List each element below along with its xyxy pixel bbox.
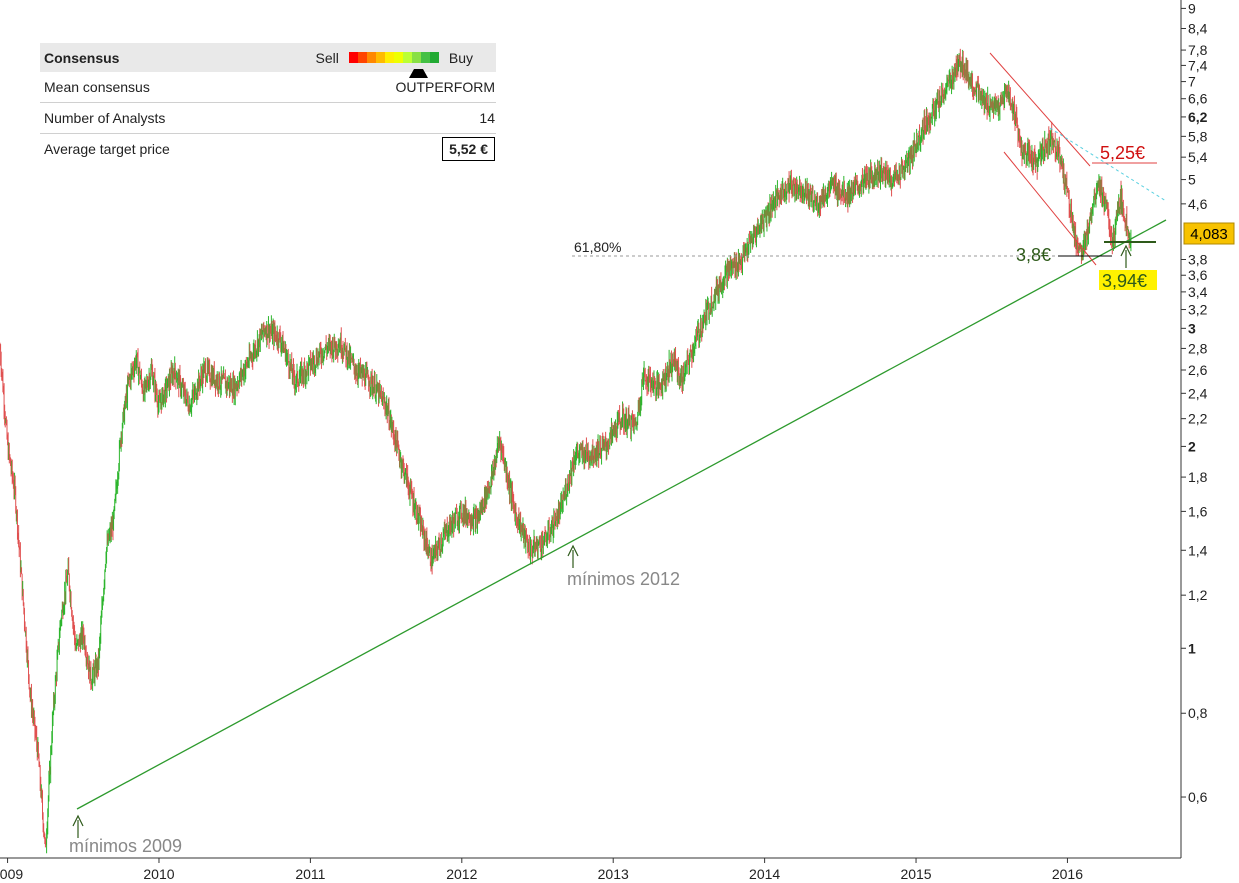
- y-axis-ticks: 9 8,4 7,87,476,6 6,2 5,8 5,4 5 4,6 3,83,63,4 3,2 3…: [1181, 0, 1208, 805]
- y-tick-label: 6,6: [1188, 91, 1208, 107]
- gauge-marker-icon: [408, 58, 428, 78]
- y-tick-label: 2,4: [1188, 385, 1208, 401]
- gauge-segment: [384, 52, 394, 63]
- y-tick-label: 3,4: [1188, 284, 1208, 300]
- consensus-gauge: Sell Buy: [315, 49, 495, 78]
- y-tick-label: 5: [1188, 172, 1196, 188]
- channel-upper-line: [989, 52, 1091, 167]
- gauge-segment: [402, 52, 412, 63]
- y-tick-label: 0,8: [1188, 705, 1208, 721]
- consensus-panel: Consensus Sell Buy Mean consensus OUTPER…: [40, 43, 496, 164]
- x-tick-label: 2010: [143, 866, 174, 882]
- y-tick-label: 4,6: [1188, 196, 1208, 212]
- min2012-arrow: [567, 544, 579, 568]
- y-tick-label: 1,8: [1188, 469, 1208, 485]
- y-tick-label: 0,6: [1188, 789, 1208, 805]
- gauge-sell-label: Sell: [315, 49, 339, 66]
- support-label: 3,8€: [1016, 245, 1051, 265]
- y-tick-label: 8,4: [1188, 20, 1208, 36]
- y-tick-label: 3,2: [1188, 302, 1208, 318]
- y-tick-label: 7,8: [1188, 42, 1208, 58]
- gauge-segment: [348, 52, 358, 63]
- resistance-label: 5,25€: [1100, 143, 1145, 163]
- candles-layer: [0, 48, 1132, 854]
- downtrend-dashed-line: [1049, 127, 1167, 202]
- last-price-label: 4,083: [1190, 226, 1228, 243]
- row-label: Average target price: [44, 141, 170, 157]
- y-tick-label: 3,8: [1188, 251, 1208, 267]
- min2009-arrow: [72, 814, 84, 838]
- y-tick-label: 7,4: [1188, 57, 1208, 73]
- y-tick-label: 1,4: [1188, 542, 1208, 558]
- consensus-row-analysts: Number of Analysts 14: [40, 103, 496, 134]
- target-price-box: 5,52 €: [442, 137, 495, 161]
- y-tick-label: 6,2: [1188, 109, 1208, 125]
- consensus-row-target: Average target price 5,52 €: [40, 134, 496, 164]
- last-price-tag: 4,083: [1183, 222, 1235, 245]
- current-arrow: [1120, 244, 1132, 268]
- gauge-segment: [393, 52, 403, 63]
- gauge-buy-label: Buy: [448, 49, 473, 66]
- y-tick-label: 9: [1188, 0, 1196, 16]
- y-tick-label: 3,6: [1188, 267, 1208, 283]
- x-tick-label: 2015: [900, 866, 931, 882]
- long-term-support-trendline: [76, 219, 1167, 810]
- consensus-title: Consensus: [44, 49, 120, 66]
- x-tick-label: 2016: [1052, 866, 1083, 882]
- row-label: Mean consensus: [44, 79, 150, 95]
- gauge-segment: [366, 52, 376, 63]
- row-label: Number of Analysts: [44, 110, 166, 126]
- y-tick-label: 2,8: [1188, 340, 1208, 356]
- x-tick-label: 2014: [749, 866, 780, 882]
- min2009-label: mínimos 2009: [69, 836, 182, 856]
- gauge-segment: [357, 52, 367, 63]
- consensus-row-mean: Mean consensus OUTPERFORM: [40, 72, 496, 103]
- x-tick-label: 2012: [446, 866, 477, 882]
- consensus-header: Consensus Sell Buy: [40, 43, 496, 78]
- row-value: 14: [479, 110, 495, 126]
- y-tick-label: 1,2: [1188, 587, 1208, 603]
- gauge-segment: [411, 52, 421, 63]
- trendlines-layer: [76, 52, 1167, 810]
- current-label: 3,94€: [1102, 271, 1147, 291]
- current-label-bg: [1099, 270, 1157, 290]
- x-axis-ticks: 2009 2010 2011 2012 2013 2014 2015 2016: [0, 858, 1083, 882]
- gauge-segment: [429, 52, 439, 63]
- x-tick-label: 2009: [0, 866, 23, 882]
- y-tick-label: 2,6: [1188, 362, 1208, 378]
- y-tick-label: 5,4: [1188, 149, 1208, 165]
- y-tick-label: 2,2: [1188, 411, 1208, 427]
- y-tick-label: 7: [1188, 74, 1196, 90]
- x-tick-label: 2013: [598, 866, 629, 882]
- gauge-bar: [348, 52, 439, 78]
- gauge-segment: [375, 52, 385, 63]
- row-value: OUTPERFORM: [395, 79, 495, 95]
- channel-lower-line: [1003, 151, 1097, 266]
- fib-label: 61,80%: [574, 239, 621, 255]
- y-tick-label: 3: [1188, 320, 1196, 336]
- y-tick-label: 1,6: [1188, 503, 1208, 519]
- gauge-segment: [420, 52, 430, 63]
- y-tick-label: 2: [1188, 438, 1196, 454]
- x-tick-label: 2011: [295, 866, 325, 882]
- y-tick-label: 5,8: [1188, 128, 1208, 144]
- y-tick-label: 1: [1188, 640, 1196, 656]
- min2012-label: mínimos 2012: [567, 569, 680, 589]
